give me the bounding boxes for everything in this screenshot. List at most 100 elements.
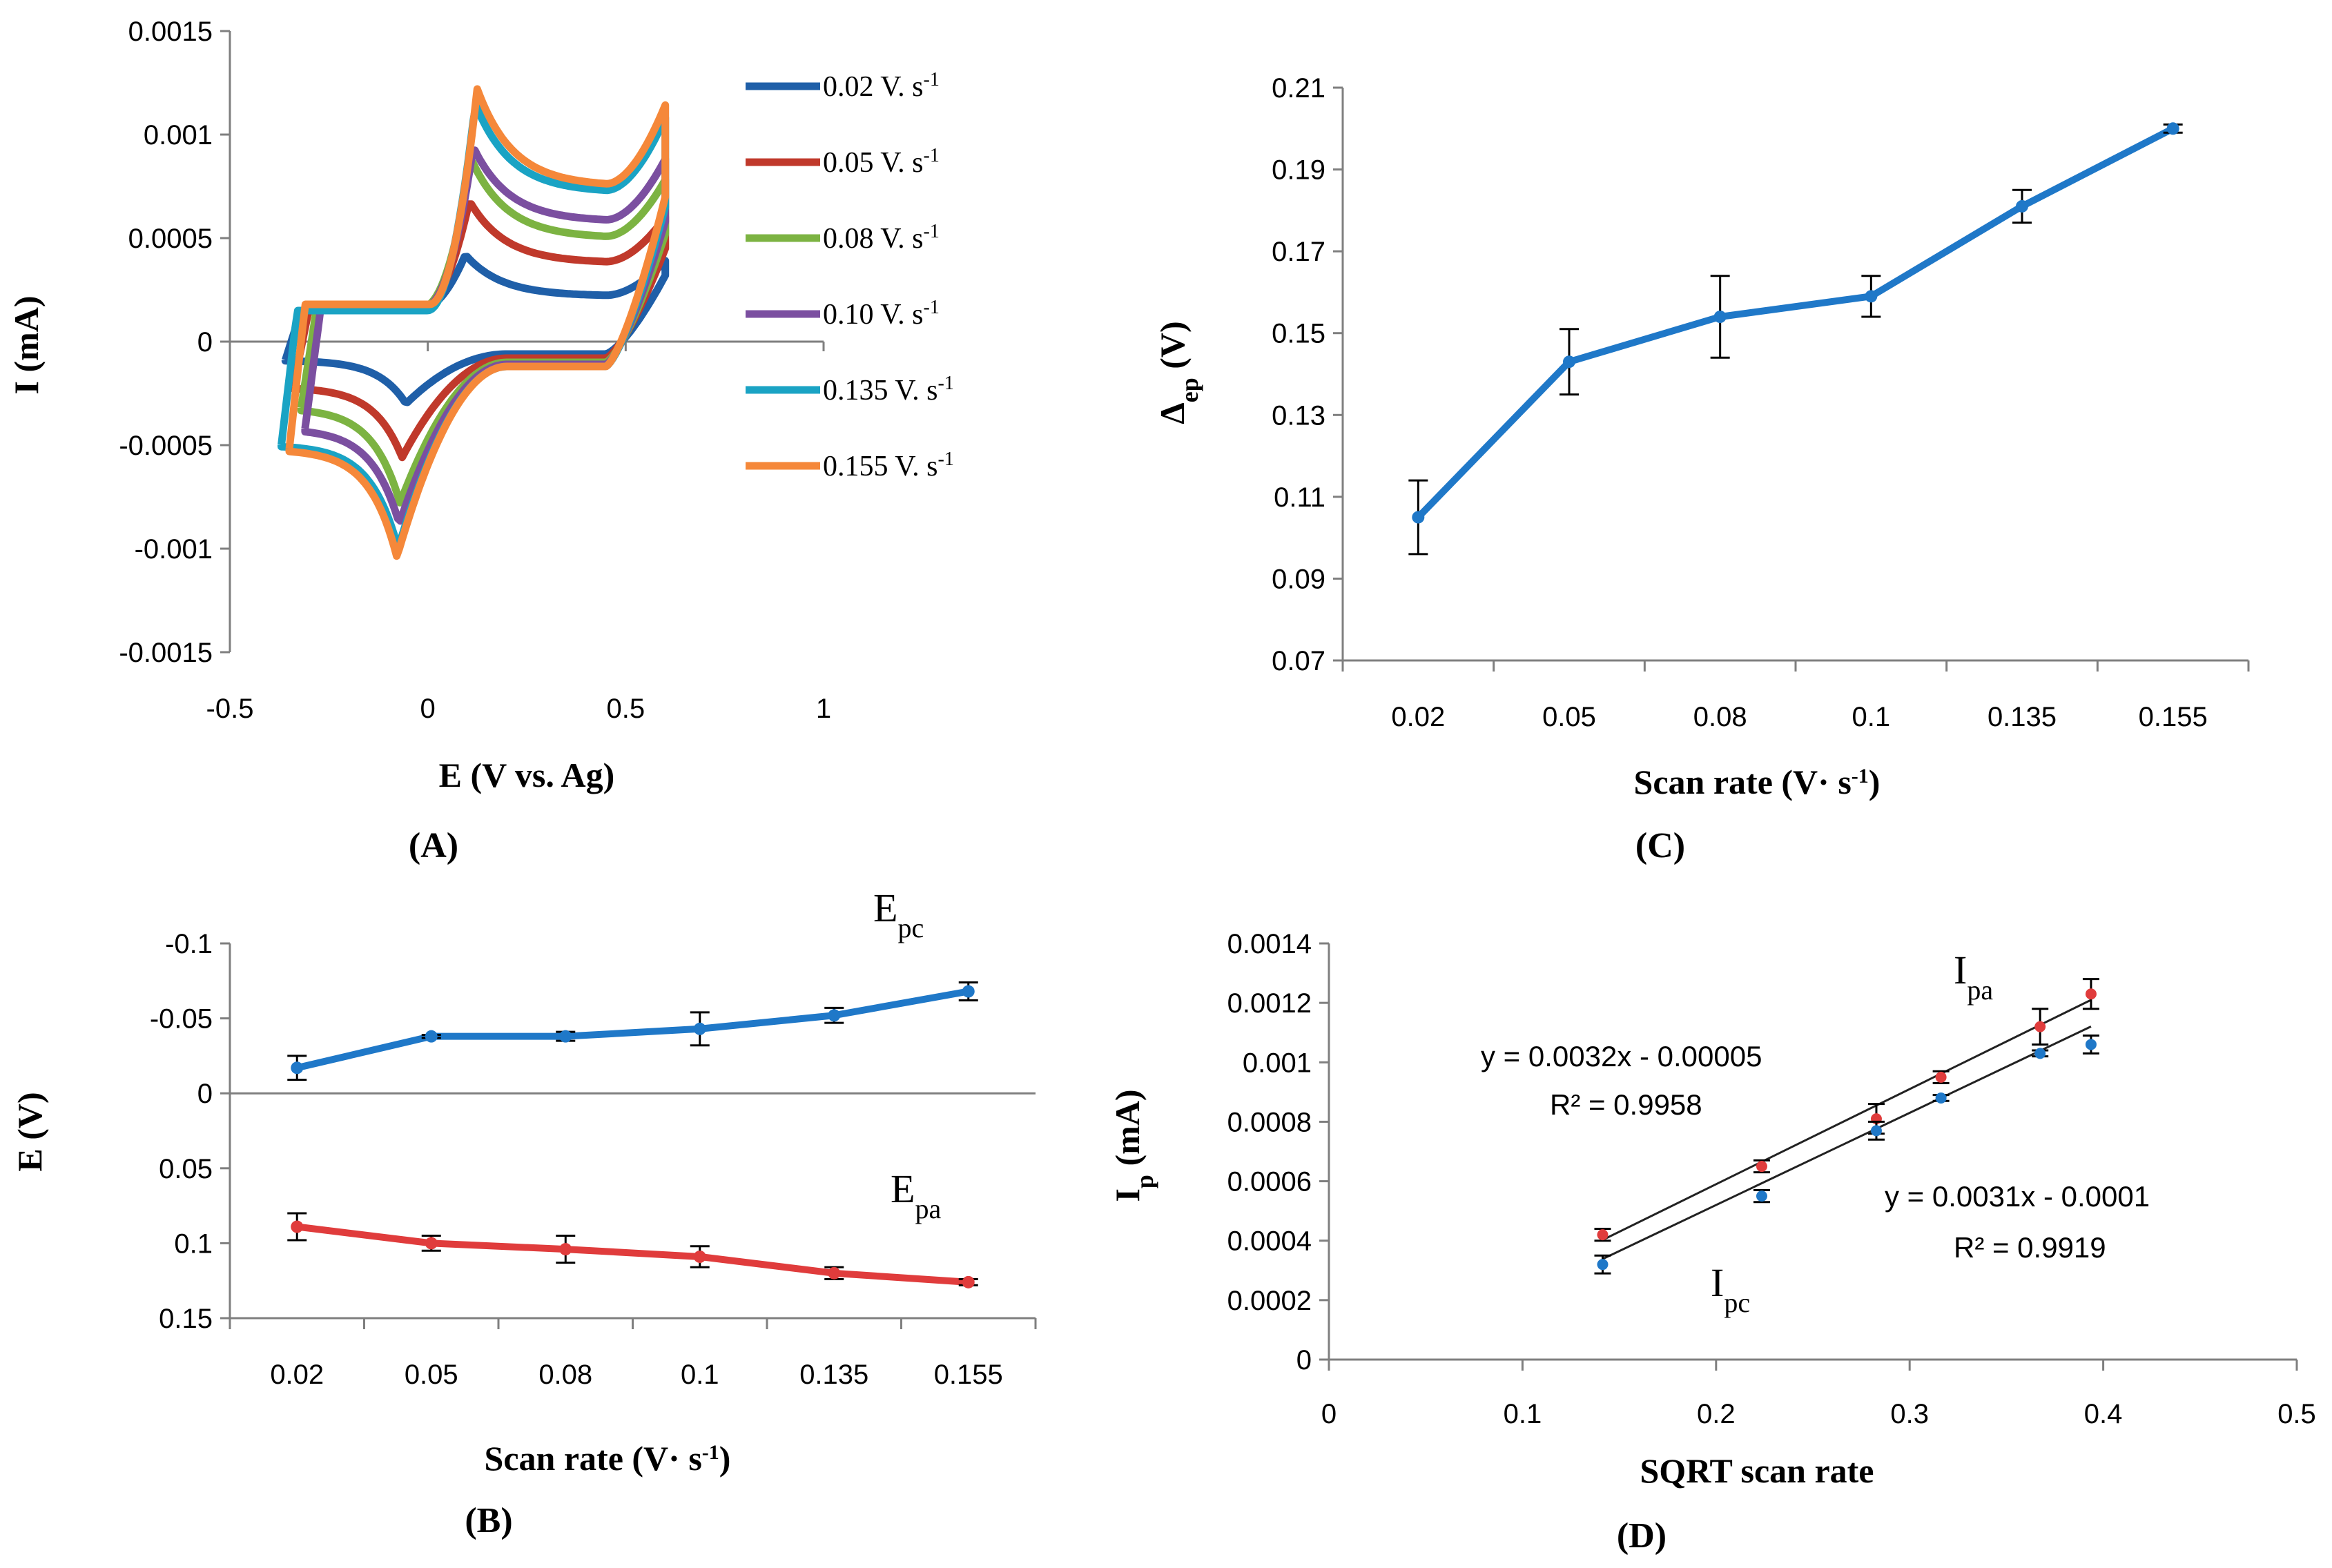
d-point-Ipc-0 (1597, 1259, 1609, 1271)
c-y-tick-label: 0.17 (1272, 237, 1325, 267)
a-y-tick-label: 0.0015 (128, 17, 213, 47)
a-legend-label-4: 0.135 V. s-1 (823, 373, 954, 407)
c-point-4 (2016, 199, 2028, 213)
d-equation-ipc: y = 0.0031x - 0.0001 (1885, 1180, 2150, 1213)
b-y-tick-label: -0.1 (165, 929, 213, 959)
d-y-axis-title: Ip (mA) (1108, 1089, 1158, 1202)
c-y-tick-label: 0.09 (1272, 564, 1325, 594)
b-point-Epa-0 (291, 1220, 304, 1233)
d-y-tick-label: 0.0008 (1227, 1107, 1312, 1137)
d-r2-ipc: R² = 0.9919 (1954, 1231, 2106, 1264)
c-point-0 (1412, 511, 1425, 524)
b-y-axis-title: E (V) (10, 1092, 49, 1171)
b-series-line-Epc (296, 988, 969, 1072)
b-panel-label: (B) (465, 1501, 512, 1540)
d-label-ipa: Ipa (1954, 948, 1993, 1006)
d-x-axis-title: SQRT scan rate (1640, 1451, 1874, 1490)
b-point-Epa-2 (559, 1243, 572, 1256)
d-trendline-Ipa (1602, 999, 2092, 1241)
b-label-epc: Epc (873, 885, 924, 943)
a-x-tick-label: -0.5 (206, 694, 254, 724)
a-x-tick-label: 0 (420, 694, 436, 724)
c-x-axis-title: Scan rate (V· s-1) (1634, 763, 1881, 801)
a-legend-label-0: 0.02 V. s-1 (823, 69, 940, 104)
c-y-axis-title: Δep (V) (1153, 321, 1203, 424)
a-series-line-5 (285, 85, 670, 560)
d-x-tick-label: 0.1 (1504, 1399, 1542, 1429)
b-point-Epc-5 (962, 985, 975, 998)
a-y-tick-label: 0.001 (144, 120, 213, 150)
b-point-Epa-5 (962, 1275, 975, 1288)
d-x-tick-label: 0.3 (1890, 1399, 1929, 1429)
a-y-tick-label: 0 (197, 327, 213, 357)
b-x-tick-label: 0.08 (538, 1360, 592, 1390)
d-point-Ipc-2 (1870, 1125, 1882, 1137)
b-point-Epc-1 (425, 1030, 438, 1043)
a-legend-label-5: 0.155 V. s-1 (823, 449, 954, 483)
c-y-tick-label: 0.15 (1272, 319, 1325, 349)
b-point-Epa-1 (425, 1237, 438, 1250)
b-y-tick-label: 0 (197, 1079, 213, 1109)
a-x-tick-label: 1 (816, 694, 831, 724)
d-y-tick-label: 0.001 (1243, 1048, 1312, 1078)
a-series-line-3 (301, 146, 670, 525)
d-point-Ipa-4 (2034, 1021, 2046, 1032)
panel-b-peak-potential-chart: -0.1 -0.05 0 0.05 0.1 0.15 0.02 0.05 0.08 0.1 0.13… (10, 885, 1037, 1540)
panel-d-peak-current-chart: 0.0014 0.0012 0.001 0.0008 0.0006 0.0004 0.000… (1108, 929, 2316, 1556)
a-legend-label-1: 0.05 V. s-1 (823, 145, 940, 179)
c-point-5 (2166, 122, 2179, 135)
d-x-tick-label: 0.4 (2084, 1399, 2123, 1429)
a-y-tick-label: -0.0015 (119, 638, 213, 668)
d-y-tick-label: 0.0002 (1227, 1286, 1312, 1316)
b-y-tick-label: 0.15 (159, 1304, 213, 1334)
b-point-Epc-3 (693, 1022, 706, 1035)
c-x-tick-label: 0.1 (1852, 702, 1891, 732)
b-point-Epa-4 (828, 1266, 841, 1280)
b-point-Epa-3 (693, 1250, 706, 1263)
d-x-tick-label: 0 (1321, 1399, 1337, 1429)
b-x-tick-label: 0.135 (799, 1360, 868, 1390)
c-series-line (1415, 125, 2175, 520)
d-point-Ipc-5 (2085, 1039, 2097, 1050)
b-series-line-Epa (296, 1223, 969, 1286)
c-point-1 (1563, 355, 1575, 369)
c-point-3 (1865, 290, 1878, 303)
d-point-Ipa-0 (1597, 1229, 1609, 1241)
d-point-Ipa-5 (2085, 988, 2097, 1000)
d-point-Ipc-3 (1935, 1092, 1947, 1104)
b-y-tick-label: 0.05 (159, 1154, 213, 1184)
a-y-axis-title: I (mA) (7, 295, 46, 394)
c-x-tick-label: 0.135 (1988, 702, 2057, 732)
d-x-tick-label: 0.2 (1697, 1399, 1736, 1429)
panel-a-cyclic-voltammogram: 0.0015 0.001 0.0005 0 -0.0005 -0.001 -0.0015 -0… (7, 17, 954, 865)
d-point-Ipa-3 (1935, 1071, 1947, 1083)
a-y-tick-label: -0.0005 (119, 431, 213, 461)
d-r2-ipa: R² = 0.9958 (1550, 1088, 1702, 1121)
b-y-tick-label: -0.05 (150, 1004, 213, 1035)
a-legend-label-2: 0.08 V. s-1 (823, 221, 940, 255)
c-y-tick-label: 0.07 (1272, 646, 1325, 676)
c-y-tick-label: 0.13 (1272, 400, 1325, 431)
c-x-tick-label: 0.05 (1542, 702, 1596, 732)
d-y-tick-label: 0.0014 (1227, 929, 1312, 959)
d-label-ipc: Ipc (1711, 1260, 1750, 1318)
b-x-axis-title: Scan rate (V· s-1) (485, 1439, 731, 1478)
a-panel-label: (A) (409, 826, 458, 865)
d-trendline-Ipc (1602, 1026, 2092, 1260)
d-point-Ipa-1 (1756, 1161, 1767, 1173)
b-x-tick-label: 0.05 (405, 1360, 458, 1390)
c-panel-label: (C) (1635, 826, 1685, 865)
b-point-Epc-4 (828, 1009, 841, 1022)
b-y-tick-label: 0.1 (174, 1228, 213, 1259)
c-x-tick-label: 0.155 (2139, 702, 2208, 732)
d-point-Ipc-4 (2034, 1048, 2046, 1059)
c-y-tick-label: 0.21 (1272, 73, 1325, 104)
b-x-tick-label: 0.155 (934, 1360, 1003, 1390)
c-x-tick-label: 0.08 (1693, 702, 1747, 732)
b-point-Epc-2 (559, 1030, 572, 1043)
a-x-axis-title: E (V vs. Ag) (439, 756, 615, 794)
a-y-tick-label: -0.001 (135, 534, 213, 565)
b-point-Epc-0 (291, 1061, 304, 1075)
d-equation-ipa: y = 0.0032x - 0.00005 (1481, 1040, 1762, 1072)
